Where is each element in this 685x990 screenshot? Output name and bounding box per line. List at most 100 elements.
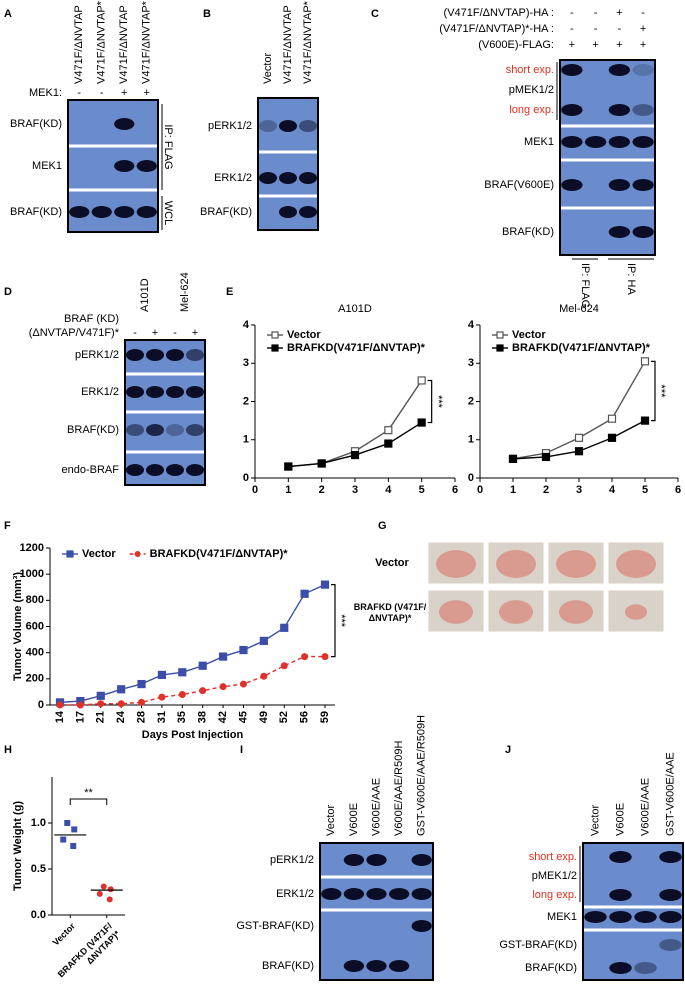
- marker: [117, 685, 126, 694]
- band: [343, 888, 365, 900]
- band: [299, 120, 317, 132]
- band: [279, 206, 297, 218]
- lane-header: V471F/ΔNVTAP: [118, 5, 130, 84]
- condition-sign: +: [569, 39, 575, 51]
- band: [584, 911, 607, 923]
- marker: [321, 653, 329, 661]
- band: [609, 911, 632, 923]
- y-tick-label: 400: [26, 647, 44, 659]
- tumor: [616, 550, 656, 578]
- series-line: [288, 421, 423, 468]
- side-label: WCL: [162, 201, 174, 225]
- band: [259, 172, 277, 184]
- band: [146, 424, 164, 436]
- row-label: endo-BRAF: [62, 464, 120, 476]
- lane-header: V471F/ΔNVTAP*: [96, 0, 108, 84]
- condition-sign: -: [594, 7, 598, 19]
- row-label: pMEK1/2: [532, 870, 577, 882]
- row-label: BRAF(KD): [67, 424, 119, 436]
- row-label: MEK1: [524, 136, 554, 148]
- legend-label: Vector: [287, 329, 321, 341]
- marker: [96, 890, 103, 897]
- tumor: [559, 600, 593, 624]
- x-tick-label: 17: [74, 711, 86, 723]
- y-tick-label: 0: [468, 472, 474, 484]
- marker: [138, 698, 146, 706]
- condition-sign: -: [641, 7, 645, 19]
- significance-bracket: [69, 798, 108, 805]
- y-tick-label: 1000: [20, 568, 44, 580]
- band: [299, 172, 317, 184]
- marker: [640, 357, 650, 366]
- band: [166, 464, 184, 476]
- x-tick-label: 4: [609, 484, 616, 496]
- bottom-label: IP: FLAG: [579, 263, 591, 308]
- marker: [239, 680, 247, 688]
- band: [114, 206, 135, 218]
- band: [126, 349, 144, 361]
- marker: [350, 450, 360, 460]
- lane-header: Vector: [262, 52, 274, 84]
- chart-title: Mel-624: [559, 303, 599, 315]
- y-tick-label: 800: [26, 594, 44, 606]
- tumor: [556, 550, 596, 578]
- row-label: BRAF(KD): [262, 960, 314, 972]
- band: [279, 120, 297, 132]
- x-tick-label: 56: [299, 711, 311, 723]
- condition-label: (V471F/ΔNVTAP)-HA :: [444, 7, 554, 19]
- band: [608, 179, 631, 191]
- y-tick-label: 0: [38, 699, 44, 711]
- row-label: GST-BRAF(KD): [499, 939, 577, 951]
- band: [259, 120, 277, 132]
- marker: [100, 883, 107, 890]
- condition-sign: +: [616, 39, 622, 51]
- marker: [301, 653, 309, 661]
- marker: [417, 376, 426, 385]
- condition-sign: -: [594, 23, 598, 35]
- row-label: GST-BRAF(KD): [236, 920, 314, 932]
- x-tick-label: 3: [352, 484, 358, 496]
- row-label: BRAF(V600E): [484, 179, 554, 191]
- row-label: short exp.: [529, 851, 577, 863]
- condition-sign: -: [570, 23, 574, 35]
- band: [634, 962, 657, 974]
- band: [186, 464, 204, 476]
- condition-sign: -: [77, 87, 81, 99]
- marker: [198, 661, 207, 670]
- marker: [157, 670, 167, 680]
- lane-header: V471F/ΔNVTAP*: [302, 0, 314, 84]
- condition-label: (ΔNVTAP/V471F)*: [29, 327, 120, 339]
- tumor: [436, 550, 476, 578]
- band: [186, 349, 204, 361]
- band: [632, 64, 654, 76]
- row-label: Vector: [375, 557, 409, 569]
- panel-label: J: [505, 744, 511, 756]
- condition-sign: +: [192, 327, 198, 339]
- lane-header: V471F/ΔNVTAP*: [141, 0, 153, 84]
- marker: [280, 662, 288, 670]
- marker: [117, 700, 125, 708]
- band: [632, 179, 654, 191]
- condition-label: (V471F/ΔNVTAP)*-HA :: [439, 23, 554, 35]
- y-tick-label: 1: [468, 434, 474, 446]
- x-tick-label: 49: [258, 711, 270, 723]
- condition-sign: +: [640, 39, 646, 51]
- condition-sign: +: [144, 87, 150, 99]
- lane-header: V471F/ΔNVTAP: [282, 5, 294, 84]
- marker: [56, 701, 64, 709]
- y-axis-label: Tumor Weight (g): [12, 801, 24, 891]
- panel-label: C: [371, 8, 379, 20]
- band: [411, 920, 432, 932]
- condition-sign: +: [616, 7, 622, 19]
- row-label: BRAFKD (V471F/ΔNVTAP)*: [353, 602, 427, 623]
- x-tick-label: 21: [95, 711, 107, 723]
- marker: [158, 693, 166, 701]
- band: [411, 888, 432, 900]
- bottom-label: IP: HA: [625, 263, 637, 295]
- marker: [260, 672, 268, 680]
- row-label: long exp.: [509, 104, 554, 116]
- lane-header: V600E: [614, 803, 626, 836]
- band: [608, 64, 631, 76]
- marker: [218, 652, 228, 661]
- marker: [640, 416, 650, 425]
